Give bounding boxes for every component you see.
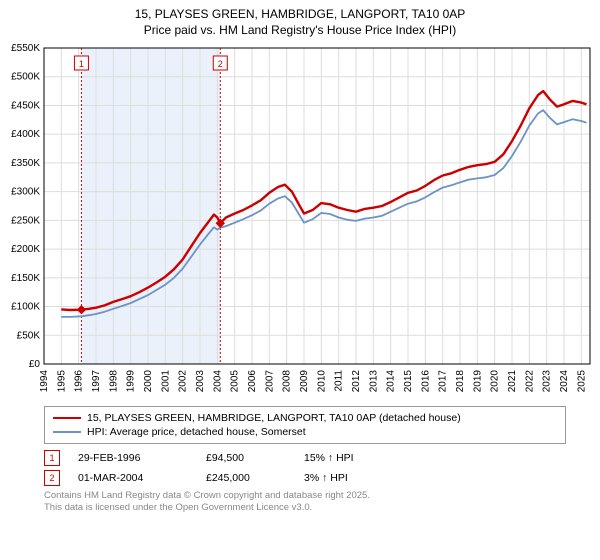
svg-text:2019: 2019: [472, 370, 483, 393]
svg-text:1: 1: [79, 59, 84, 69]
svg-text:2020: 2020: [490, 370, 501, 393]
svg-text:2008: 2008: [282, 370, 293, 393]
sale-price: £245,000: [206, 472, 286, 484]
svg-text:1999: 1999: [126, 370, 137, 393]
legend-swatch: [53, 417, 81, 419]
svg-text:1997: 1997: [91, 370, 102, 393]
legend-swatch: [53, 431, 81, 433]
legend-label: HPI: Average price, detached house, Some…: [87, 426, 306, 438]
svg-text:2004: 2004: [212, 370, 223, 393]
svg-text:2012: 2012: [351, 370, 362, 393]
svg-text:2010: 2010: [316, 370, 327, 393]
sale-marker: 1: [44, 450, 60, 466]
svg-text:1994: 1994: [39, 370, 50, 393]
svg-text:2001: 2001: [160, 370, 171, 393]
footer-line2: This data is licensed under the Open Gov…: [44, 502, 566, 514]
svg-text:£50K: £50K: [17, 331, 41, 342]
svg-text:2024: 2024: [559, 370, 570, 393]
legend-item: 15, PLAYSES GREEN, HAMBRIDGE, LANGPORT, …: [53, 411, 557, 425]
svg-text:£100K: £100K: [11, 302, 40, 313]
sale-price: £94,500: [206, 452, 286, 464]
svg-text:£300K: £300K: [11, 187, 40, 198]
svg-text:2018: 2018: [455, 370, 466, 393]
legend-label: 15, PLAYSES GREEN, HAMBRIDGE, LANGPORT, …: [87, 412, 461, 424]
sale-row: 1 29-FEB-1996 £94,500 15% ↑ HPI: [44, 448, 566, 468]
svg-text:2009: 2009: [299, 370, 310, 393]
svg-text:2013: 2013: [368, 370, 379, 393]
svg-text:£250K: £250K: [11, 216, 40, 227]
svg-text:2: 2: [218, 59, 223, 69]
svg-text:2017: 2017: [438, 370, 449, 393]
svg-text:2025: 2025: [576, 370, 587, 393]
sale-date: 29-FEB-1996: [78, 452, 188, 464]
svg-text:2011: 2011: [334, 370, 345, 392]
chart-title: 15, PLAYSES GREEN, HAMBRIDGE, LANGPORT, …: [0, 0, 600, 40]
line-chart: £0 £50K £100K £150K £200K £250K £300K £350K £400…: [0, 40, 600, 400]
sale-date: 01-MAR-2004: [78, 472, 188, 484]
legend: 15, PLAYSES GREEN, HAMBRIDGE, LANGPORT, …: [44, 406, 566, 444]
svg-text:2000: 2000: [143, 370, 154, 393]
svg-text:2003: 2003: [195, 370, 206, 393]
svg-text:2022: 2022: [524, 370, 535, 393]
sale-hpi-delta: 3% ↑ HPI: [304, 472, 348, 484]
svg-text:2015: 2015: [403, 370, 414, 393]
svg-text:2021: 2021: [507, 370, 518, 393]
svg-text:2014: 2014: [386, 370, 397, 393]
svg-text:2005: 2005: [230, 370, 241, 393]
svg-text:2002: 2002: [178, 370, 189, 393]
svg-text:1996: 1996: [74, 370, 85, 393]
sale-hpi-delta: 15% ↑ HPI: [304, 452, 354, 464]
title-line2: Price paid vs. HM Land Registry's House …: [4, 22, 596, 38]
sales-table: 1 29-FEB-1996 £94,500 15% ↑ HPI 2 01-MAR-2004…: [44, 448, 566, 488]
sale-marker: 2: [44, 470, 60, 486]
svg-text:£200K: £200K: [11, 244, 40, 255]
svg-text:£400K: £400K: [11, 130, 40, 141]
svg-text:2016: 2016: [420, 370, 431, 393]
svg-text:1998: 1998: [108, 370, 119, 393]
svg-text:2007: 2007: [264, 370, 275, 393]
legend-item: HPI: Average price, detached house, Some…: [53, 425, 557, 439]
svg-text:£150K: £150K: [11, 273, 40, 284]
footer-attribution: Contains HM Land Registry data © Crown c…: [44, 490, 566, 514]
svg-text:2006: 2006: [247, 370, 258, 393]
footer-line1: Contains HM Land Registry data © Crown c…: [44, 490, 566, 502]
svg-text:2023: 2023: [542, 370, 553, 393]
title-line1: 15, PLAYSES GREEN, HAMBRIDGE, LANGPORT, …: [4, 6, 596, 22]
chart-area: £0 £50K £100K £150K £200K £250K £300K £350K £400…: [0, 40, 600, 400]
svg-text:£550K: £550K: [11, 43, 40, 54]
sale-row: 2 01-MAR-2004 £245,000 3% ↑ HPI: [44, 468, 566, 488]
svg-text:1995: 1995: [56, 370, 67, 393]
svg-text:£350K: £350K: [11, 158, 40, 169]
svg-text:£0: £0: [29, 359, 41, 370]
svg-text:£450K: £450K: [11, 101, 40, 112]
svg-text:£500K: £500K: [11, 72, 40, 83]
